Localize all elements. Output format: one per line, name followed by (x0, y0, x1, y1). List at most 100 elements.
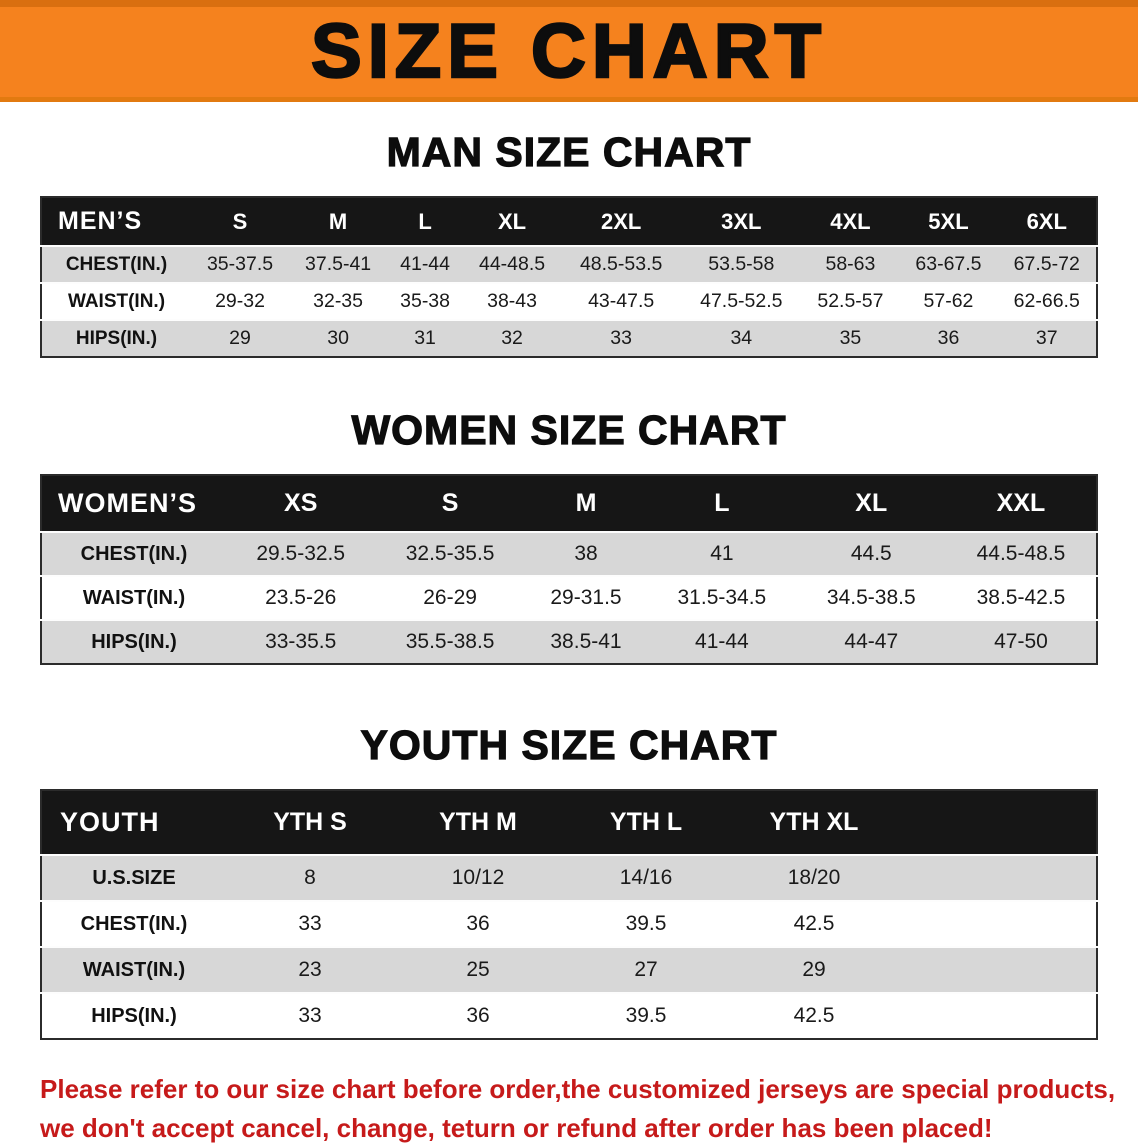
size-column-header: YTH M (394, 790, 562, 855)
banner-title: SIZE CHART (310, 9, 827, 94)
row-label-cell: CHEST(IN.) (65, 253, 168, 275)
size-value-cell: 29 (229, 327, 251, 349)
row-spacer (898, 947, 1097, 993)
size-column-header: 4XL (801, 197, 900, 246)
disclaimer-line-2: we don't accept cancel, change, teturn o… (40, 1113, 993, 1143)
size-column-header: XS (226, 475, 376, 532)
size-value-cell: 42.5 (793, 1004, 835, 1027)
size-value-cell: 44-48.5 (478, 253, 546, 275)
women-size-section: WOMEN SIZE CHART WOMEN’S XS S M L XL XXL CHEST… (0, 406, 1138, 665)
table-corner-header: MEN’S (41, 197, 191, 246)
size-value-cell: 32-35 (313, 290, 363, 312)
row-label-cell: CHEST(IN.) (80, 912, 188, 935)
table-corner-header: YOUTH (41, 790, 226, 855)
men-size-section: MAN SIZE CHART MEN’S S M L XL 2XL 3XL 4XL 5XL 6XL… (0, 128, 1138, 358)
size-column-header: 6XL (997, 197, 1097, 246)
header-spacer (898, 790, 1097, 855)
size-value-cell: 38 (574, 542, 598, 565)
size-value-cell: 31 (414, 327, 436, 349)
size-value-cell: 29 (802, 958, 826, 981)
size-column-header: L (647, 475, 797, 532)
size-value-cell: 32.5-35.5 (405, 542, 495, 565)
row-label-cell: HIPS(IN.) (75, 327, 158, 349)
size-chart-banner: SIZE CHART (0, 0, 1138, 102)
size-value-cell: 38.5-41 (550, 630, 622, 653)
size-value-cell: 44-47 (844, 630, 899, 653)
size-value-cell: 32 (501, 327, 523, 349)
size-column-header: XL (796, 475, 946, 532)
youth-size-section: YOUTH SIZE CHART YOUTH YTH S YTH M YTH L YTH… (0, 721, 1138, 1040)
size-value-cell: 14/16 (619, 866, 673, 889)
size-value-cell: 33-35.5 (265, 630, 337, 653)
size-value-cell: 35-37.5 (206, 253, 274, 275)
men-size-table: MEN’S S M L XL 2XL 3XL 4XL 5XL 6XL CHEST(IN.) 35-3… (40, 196, 1098, 358)
size-value-cell: 44.5-48.5 (976, 542, 1066, 565)
size-value-cell: 44.5 (850, 542, 892, 565)
disclaimer-line-1: Please refer to our size chart before or… (40, 1074, 1116, 1104)
size-value-cell: 8 (304, 866, 316, 889)
size-value-cell: 41-44 (400, 253, 450, 275)
table-row: HIPS(IN.) 33 36 39.5 42.5 (41, 993, 1097, 1039)
table-row: WAIST(IN.) 29-32 32-35 35-38 38-43 43-47.5 47.… (41, 283, 1097, 320)
size-value-cell: 37.5-41 (305, 253, 372, 275)
size-value-cell: 33 (610, 327, 632, 349)
size-value-cell: 67.5-72 (1013, 253, 1080, 275)
size-value-cell: 48.5-53.5 (579, 253, 663, 275)
size-value-cell: 25 (466, 958, 490, 981)
size-value-cell: 33 (298, 1004, 322, 1027)
size-value-cell: 57-62 (923, 290, 974, 312)
size-value-cell: 29-32 (215, 290, 265, 312)
size-value-cell: 41-44 (695, 630, 749, 653)
row-spacer (898, 855, 1097, 901)
women-table-header-row: WOMEN’S XS S M L XL XXL (41, 475, 1097, 532)
men-table-header-row: MEN’S S M L XL 2XL 3XL 4XL 5XL 6XL (41, 197, 1097, 246)
size-column-header: 3XL (681, 197, 802, 246)
youth-section-heading: YOUTH SIZE CHART (360, 721, 778, 768)
youth-table-header-row: YOUTH YTH S YTH M YTH L YTH XL (41, 790, 1097, 855)
size-value-cell: 62-66.5 (1013, 290, 1080, 312)
size-column-header: L (387, 197, 464, 246)
size-value-cell: 63-67.5 (915, 253, 982, 275)
table-row: HIPS(IN.) 33-35.5 35.5-38.5 38.5-41 41-44 44-… (41, 620, 1097, 664)
size-value-cell: 41 (710, 542, 734, 565)
size-value-cell: 26-29 (423, 586, 477, 609)
size-value-cell: 36 (466, 912, 490, 935)
row-label-cell: CHEST(IN.) (80, 542, 188, 565)
size-value-cell: 35.5-38.5 (405, 630, 495, 653)
row-spacer (898, 901, 1097, 947)
size-value-cell: 29-31.5 (550, 586, 622, 609)
size-column-header: M (289, 197, 388, 246)
size-value-cell: 35 (839, 327, 862, 349)
size-column-header: M (524, 475, 648, 532)
table-row: HIPS(IN.) 29 30 31 32 33 34 35 36 37 (41, 320, 1097, 357)
size-column-header: YTH XL (730, 790, 898, 855)
table-row: CHEST(IN.) 33 36 39.5 42.5 (41, 901, 1097, 947)
size-value-cell: 38-43 (487, 290, 537, 312)
women-section-heading: WOMEN SIZE CHART (351, 406, 787, 453)
women-size-table: WOMEN’S XS S M L XL XXL CHEST(IN.) 29.5-32.5 32.… (40, 474, 1098, 665)
size-value-cell: 36 (937, 327, 960, 349)
size-column-header: YTH L (562, 790, 730, 855)
size-value-cell: 23.5-26 (265, 586, 337, 609)
size-value-cell: 47-50 (994, 630, 1048, 653)
size-value-cell: 33 (298, 912, 322, 935)
row-label-cell: HIPS(IN.) (91, 630, 177, 653)
disclaimer-note: Please refer to our size chart before or… (40, 1070, 1138, 1148)
size-value-cell: 36 (466, 1004, 490, 1027)
size-value-cell: 34.5-38.5 (826, 586, 916, 609)
table-row: U.S.SIZE 8 10/12 14/16 18/20 (41, 855, 1097, 901)
size-value-cell: 43-47.5 (588, 290, 655, 312)
row-label-cell: WAIST(IN.) (82, 586, 186, 609)
table-corner-header: WOMEN’S (41, 475, 226, 532)
size-column-header: S (375, 475, 525, 532)
size-value-cell: 39.5 (625, 1004, 667, 1027)
size-column-header: S (191, 197, 290, 246)
table-row: WAIST(IN.) 23.5-26 26-29 29-31.5 31.5-34.5 34… (41, 576, 1097, 620)
size-column-header: XL (463, 197, 562, 246)
men-section-heading: MAN SIZE CHART (386, 128, 752, 175)
size-value-cell: 38.5-42.5 (976, 586, 1066, 609)
table-row: CHEST(IN.) 35-37.5 37.5-41 41-44 44-48.5 48.5… (41, 246, 1097, 283)
size-value-cell: 30 (327, 327, 349, 349)
size-value-cell: 47.5-52.5 (700, 290, 783, 312)
size-value-cell: 35-38 (400, 290, 450, 312)
